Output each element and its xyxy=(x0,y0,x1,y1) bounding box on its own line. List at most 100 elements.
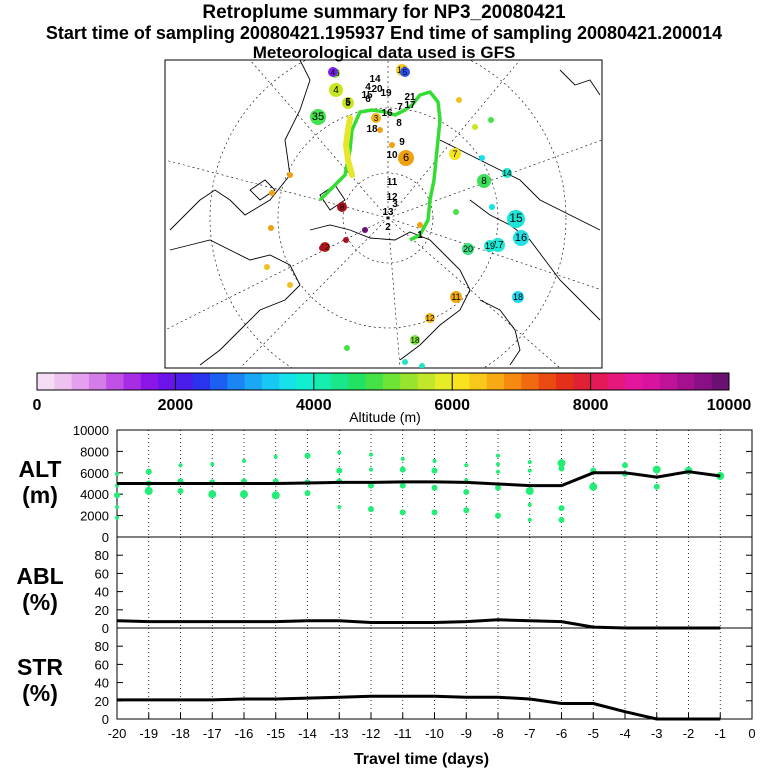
altitude-point xyxy=(589,482,598,491)
colorbar-swatch xyxy=(227,373,246,390)
centroid-label: 21 xyxy=(404,92,416,103)
coastlines xyxy=(169,60,601,366)
colorbar-swatch xyxy=(400,373,419,390)
map-small-dot xyxy=(472,124,478,130)
map-graticule xyxy=(165,60,602,368)
map-marker: 5 xyxy=(342,97,354,109)
altitude-point xyxy=(273,454,278,459)
altitude-point xyxy=(557,459,566,468)
x-tick-label: -5 xyxy=(587,726,599,741)
altitude-point xyxy=(115,505,119,510)
altitude-point xyxy=(368,482,374,489)
map-small-dot xyxy=(264,264,270,270)
map-marker: 15 xyxy=(507,210,525,228)
altitude-point xyxy=(496,469,500,474)
map-marker: 5 xyxy=(400,67,410,77)
colorbar-swatch xyxy=(452,373,470,390)
altitude-point xyxy=(653,483,660,490)
altitude-point xyxy=(144,486,153,495)
colorbar-swatch xyxy=(417,373,436,390)
centroid-label: 19 xyxy=(380,88,392,99)
map-marker: 19 xyxy=(484,240,496,252)
centroid-label: 5 xyxy=(345,97,351,108)
map-small-dot xyxy=(268,225,274,231)
colorbar-tick-label: 4000 xyxy=(296,397,332,414)
map-marker-label: 17 xyxy=(492,240,504,251)
centroid-label: 11 xyxy=(387,177,398,188)
x-tick-label: 0 xyxy=(748,726,755,741)
map-marker-label: 6 xyxy=(403,152,409,164)
x-tick-label: -20 xyxy=(108,726,127,741)
altitude-point xyxy=(210,462,215,467)
y-tick-label: 80 xyxy=(95,548,109,563)
map-small-dot xyxy=(269,190,275,196)
centroid-label: 16 xyxy=(381,108,393,119)
centroid-label: 13 xyxy=(382,207,394,218)
map-marker-label: 8 xyxy=(340,203,345,212)
y-axis-unit: (%) xyxy=(22,589,58,615)
map-marker: 7 xyxy=(449,148,461,160)
map-marker-dot xyxy=(398,150,414,166)
map-marker-label: 3 xyxy=(374,114,379,123)
altitude-point xyxy=(240,490,248,499)
altitude-point xyxy=(145,468,152,475)
centroid-label: 10 xyxy=(386,150,398,161)
map-marker-dot xyxy=(513,230,529,246)
altitude-point xyxy=(496,462,500,467)
altitude-point xyxy=(558,465,565,472)
colorbar-swatch xyxy=(313,373,332,390)
colorbar-swatch xyxy=(711,373,730,390)
map-marker-label: 11 xyxy=(451,292,460,302)
colorbar-swatch xyxy=(590,373,609,390)
altitude-point xyxy=(208,490,217,499)
altitude-point xyxy=(432,459,437,464)
map-marker-label: 15 xyxy=(509,211,523,225)
y-tick-label: 20 xyxy=(95,694,109,709)
map-marker-label: 35 xyxy=(312,111,324,123)
altitude-point xyxy=(369,467,373,472)
map-markers: 4536781415161718192016101112183545812 xyxy=(264,64,529,368)
colorbar-label: Altitude (m) xyxy=(349,409,421,425)
colorbar-swatch xyxy=(158,373,176,390)
sampling-times: Start time of sampling 20080421.195937 E… xyxy=(45,23,723,43)
map-marker-dot xyxy=(310,109,326,125)
x-tick-label: -6 xyxy=(556,726,568,741)
altitude-point xyxy=(336,467,343,474)
map-marker-label: 5 xyxy=(403,68,408,77)
altitude-point xyxy=(115,471,119,476)
y-axis-label: ABL xyxy=(16,563,63,589)
map-small-dot xyxy=(362,227,368,233)
map-marker: 12 xyxy=(425,313,435,323)
x-tick-label: -7 xyxy=(524,726,536,741)
altitude-point xyxy=(399,509,406,516)
altitude-point xyxy=(527,460,532,465)
map-marker: 8 xyxy=(337,202,347,212)
x-tick-label: -19 xyxy=(139,726,158,741)
map-small-dot xyxy=(419,363,425,368)
y-tick-label: 0 xyxy=(102,712,109,727)
altitude-point xyxy=(431,467,438,474)
panel-frame xyxy=(116,627,753,720)
map-marker: 4 xyxy=(328,67,338,77)
x-tick-label: -11 xyxy=(394,726,412,741)
map-marker: 14 xyxy=(502,168,512,178)
altitude-point xyxy=(399,466,406,473)
map-small-dot xyxy=(319,245,325,251)
map-marker: 8 xyxy=(477,174,491,188)
map-marker-label: 19 xyxy=(485,241,495,251)
map-marker-label: 5 xyxy=(345,98,350,108)
y-tick-label: 0 xyxy=(102,530,109,545)
y-tick-label: 80 xyxy=(95,639,109,654)
colorbar-swatch xyxy=(261,373,280,390)
series-line-str xyxy=(117,694,721,721)
panel-abl: 0 20 40 60 80 ABL(%) xyxy=(16,536,753,636)
altitude-colorbar: 0 2000 4000 6000 8000 10000 xyxy=(33,372,751,414)
map-marker-label: 8 xyxy=(481,176,487,187)
map-marker-label: 18 xyxy=(411,336,420,345)
map-small-dot xyxy=(488,117,494,123)
map-small-dot xyxy=(287,282,293,288)
map-small-dot xyxy=(417,222,423,228)
altitude-point xyxy=(368,506,374,513)
